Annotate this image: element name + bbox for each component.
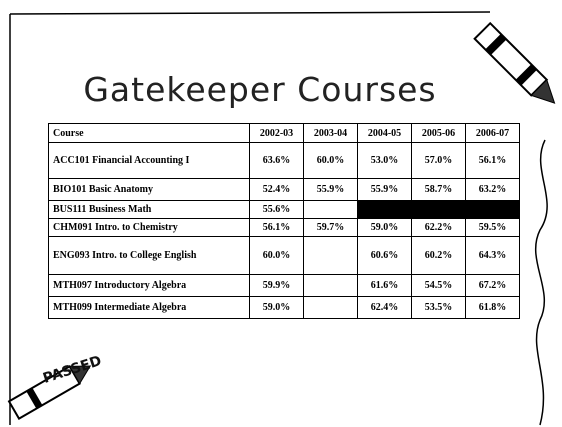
rate-cell — [304, 237, 358, 275]
rate-cell: 56.1% — [250, 219, 304, 237]
rate-cell: 57.0% — [412, 143, 466, 179]
course-cell: BIO101 Basic Anatomy — [49, 179, 250, 201]
header-cell: 2002-03 — [250, 124, 304, 143]
rate-cell — [466, 201, 520, 219]
rate-cell: 67.2% — [466, 275, 520, 297]
rate-cell: 63.6% — [250, 143, 304, 179]
header-cell: 2004-05 — [358, 124, 412, 143]
rate-cell: 55.6% — [250, 201, 304, 219]
course-cell: ACC101 Financial Accounting I — [49, 143, 250, 179]
rate-cell: 55.9% — [358, 179, 412, 201]
rate-cell: 58.7% — [412, 179, 466, 201]
rate-cell — [304, 201, 358, 219]
rate-cell: 54.5% — [412, 275, 466, 297]
rate-cell: 61.8% — [466, 297, 520, 319]
rate-cell: 55.9% — [304, 179, 358, 201]
rate-cell: 59.0% — [250, 297, 304, 319]
slide-title: Gatekeeper Courses — [80, 70, 440, 109]
rate-cell: 60.0% — [304, 143, 358, 179]
rate-cell: 62.4% — [358, 297, 412, 319]
slide: Gatekeeper Courses Course2002-032003-042… — [0, 0, 562, 427]
rate-cell: 59.5% — [466, 219, 520, 237]
rate-cell — [304, 275, 358, 297]
rate-cell: 60.2% — [412, 237, 466, 275]
rate-cell: 61.6% — [358, 275, 412, 297]
course-cell: ENG093 Intro. to College English — [49, 237, 250, 275]
header-cell: 2005-06 — [412, 124, 466, 143]
rate-cell: 59.7% — [304, 219, 358, 237]
header-cell: Course — [49, 124, 250, 143]
rate-cell: 53.5% — [412, 297, 466, 319]
rate-cell: 63.2% — [466, 179, 520, 201]
course-cell: MTH099 Intermediate Algebra — [49, 297, 250, 319]
rate-cell — [412, 201, 466, 219]
course-cell: BUS111 Business Math — [49, 201, 250, 219]
rate-cell — [358, 201, 412, 219]
course-cell: CHM091 Intro. to Chemistry — [49, 219, 250, 237]
rate-cell: 64.3% — [466, 237, 520, 275]
rate-cell: 59.9% — [250, 275, 304, 297]
rate-cell — [304, 297, 358, 319]
header-cell: 2006-07 — [466, 124, 520, 143]
course-cell: MTH097 Introductory Algebra — [49, 275, 250, 297]
rate-cell: 60.6% — [358, 237, 412, 275]
header-cell: 2003-04 — [304, 124, 358, 143]
rate-cell: 62.2% — [412, 219, 466, 237]
crayon — [475, 23, 562, 111]
rate-cell: 59.0% — [358, 219, 412, 237]
rate-cell: 52.4% — [250, 179, 304, 201]
rate-cell: 60.0% — [250, 237, 304, 275]
rate-cell: 56.1% — [466, 143, 520, 179]
rate-cell: 53.0% — [358, 143, 412, 179]
